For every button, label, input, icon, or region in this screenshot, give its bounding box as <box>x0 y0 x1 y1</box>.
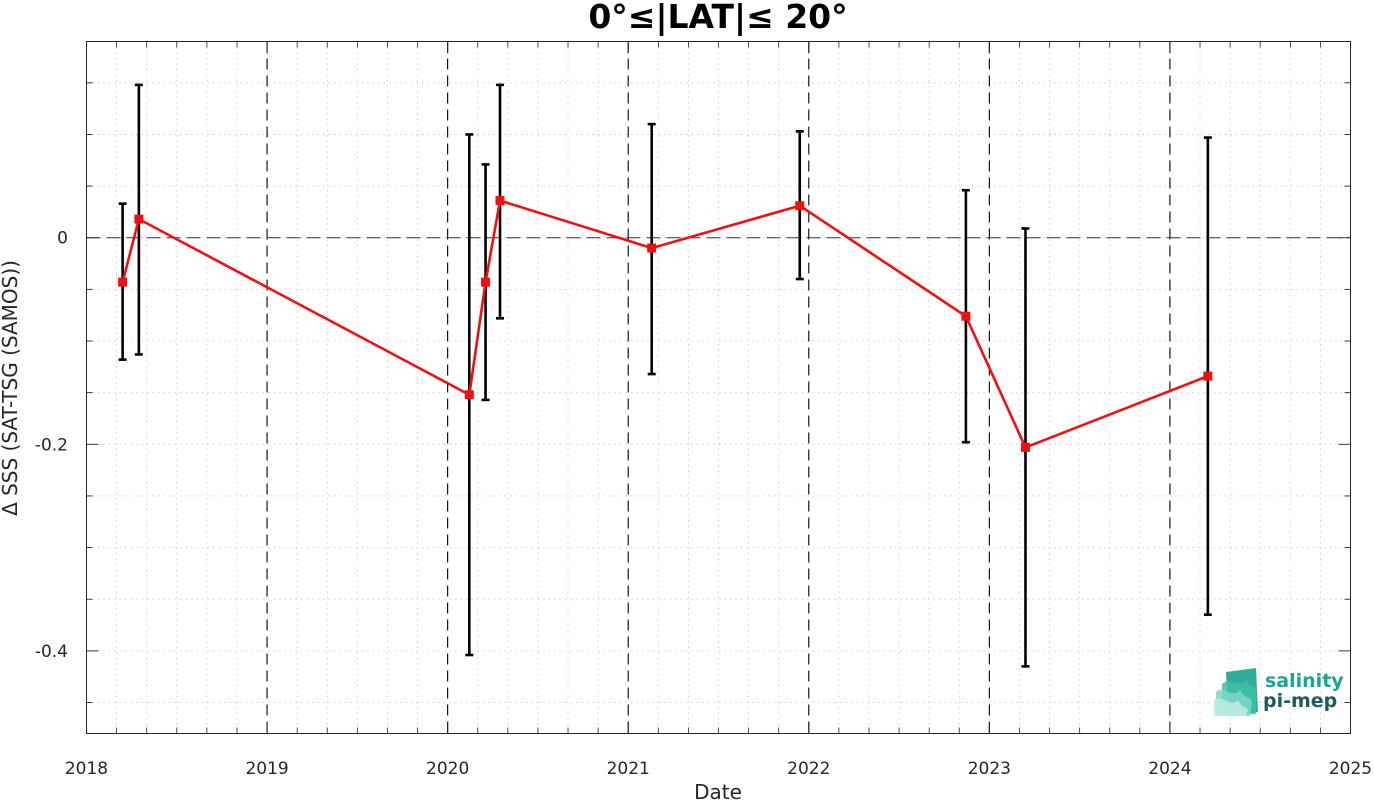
x-tick-label: 2025 <box>1329 759 1372 779</box>
y-axis-title: Δ SSS (SAT-TSG (SAMOS)) <box>0 260 22 516</box>
data-point-marker <box>134 214 144 224</box>
data-point-marker <box>795 201 805 211</box>
x-axis-title: Date <box>694 780 742 801</box>
chart-title: 0°≤|LAT|≤ 20° <box>588 0 847 36</box>
data-point-marker <box>1203 371 1213 381</box>
series-line <box>121 199 1209 449</box>
logo-text-salinity: salinity <box>1265 670 1344 692</box>
tick-labels: 2018 2019 2020 2021 2022 2023 2024 2025 0 -0.2 -0.… <box>35 229 1372 779</box>
data-point-marker <box>481 277 491 287</box>
x-tick-label: 2018 <box>65 759 108 779</box>
axis-ticks <box>86 41 1351 734</box>
data-point-marker <box>1020 442 1030 452</box>
data-point-marker <box>495 196 505 206</box>
y-tick-label: -0.4 <box>35 642 68 662</box>
y-tick-label: 0 <box>57 229 68 249</box>
data-point-marker <box>961 311 971 321</box>
series-line-layer <box>121 199 1209 449</box>
x-tick-label: 2020 <box>426 759 469 779</box>
x-tick-label: 2023 <box>968 759 1011 779</box>
x-tick-label: 2021 <box>607 759 650 779</box>
x-tick-label: 2019 <box>245 759 288 779</box>
x-tick-label: 2024 <box>1148 759 1191 779</box>
salinity-pi-mep-logo: salinity pi-mep <box>1214 668 1344 716</box>
wave-logo-icon <box>1214 668 1258 716</box>
data-point-marker <box>464 390 474 400</box>
series-markers <box>118 196 1213 452</box>
y-tick-label: -0.2 <box>35 435 68 455</box>
x-tick-label: 2022 <box>787 759 830 779</box>
reference-lines <box>86 41 1351 734</box>
data-point-marker <box>647 243 657 253</box>
logo-text-pi-mep: pi-mep <box>1263 690 1337 712</box>
data-point-marker <box>118 277 128 287</box>
